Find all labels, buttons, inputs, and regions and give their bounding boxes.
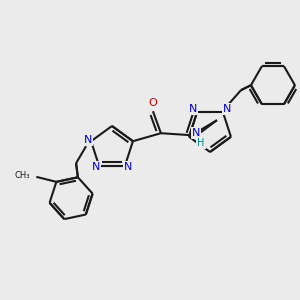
- Text: N: N: [223, 104, 231, 114]
- Text: H: H: [197, 138, 205, 148]
- Text: N: N: [124, 162, 132, 172]
- Text: O: O: [148, 98, 157, 108]
- Text: N: N: [92, 162, 100, 172]
- Text: N: N: [189, 104, 197, 114]
- Text: N: N: [192, 128, 200, 138]
- Text: N: N: [84, 135, 92, 145]
- Text: CH₃: CH₃: [15, 171, 30, 180]
